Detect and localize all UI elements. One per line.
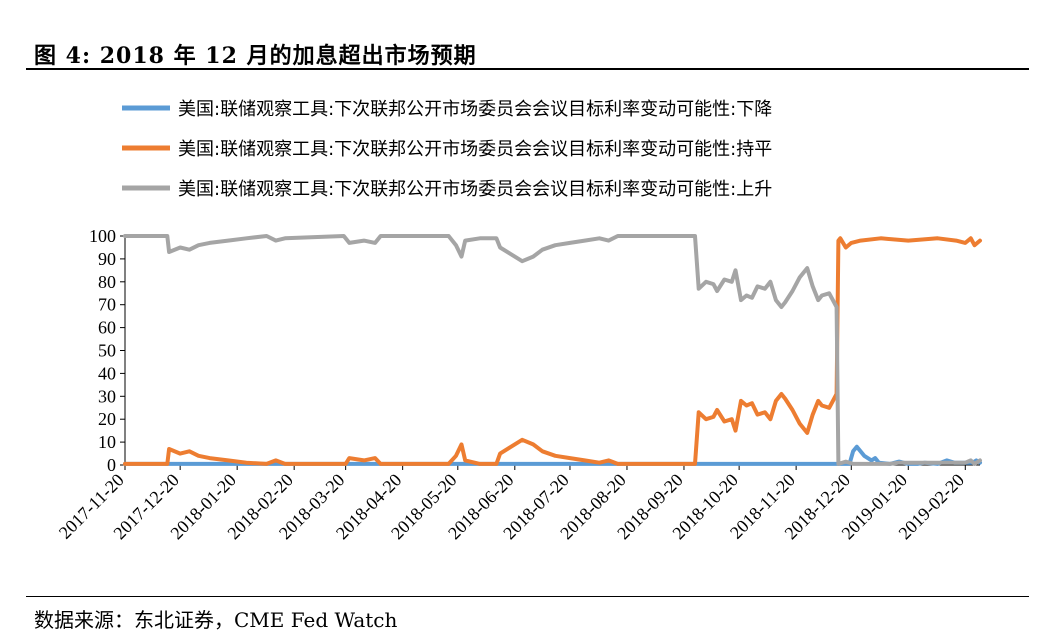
y-tick-label: 80 bbox=[98, 272, 116, 292]
y-tick-label: 90 bbox=[98, 249, 116, 269]
x-axis: 2017-11-202017-12-202018-01-202018-02-20… bbox=[55, 464, 980, 543]
y-tick-label: 0 bbox=[107, 455, 116, 475]
y-tick-label: 10 bbox=[98, 432, 116, 452]
y-tick-label: 30 bbox=[98, 386, 116, 406]
title-divider bbox=[26, 68, 1029, 70]
series-line bbox=[123, 236, 982, 466]
legend: 美国:联储观察工具:下次联邦公开市场委员会会议目标利率变动可能性:下降美国:联储… bbox=[122, 99, 772, 200]
source-divider bbox=[26, 596, 1029, 597]
figure-title: 图 4: 2018 年 12 月的加息超出市场预期 bbox=[34, 43, 477, 69]
legend-label: 美国:联储观察工具:下次联邦公开市场委员会会议目标利率变动可能性:上升 bbox=[178, 179, 772, 200]
legend-label: 美国:联储观察工具:下次联邦公开市场委员会会议目标利率变动可能性:持平 bbox=[178, 139, 772, 160]
y-tick-label: 50 bbox=[98, 341, 116, 361]
y-tick-label: 40 bbox=[98, 363, 116, 383]
series-group bbox=[123, 234, 982, 466]
legend-label: 美国:联储观察工具:下次联邦公开市场委员会会议目标利率变动可能性:下降 bbox=[178, 99, 772, 120]
line-chart: 美国:联储观察工具:下次联邦公开市场委员会会议目标利率变动可能性:下降美国:联储… bbox=[55, 99, 982, 543]
y-tick-label: 100 bbox=[89, 226, 116, 246]
source-note: 数据来源：东北证券，CME Fed Watch bbox=[34, 608, 398, 632]
y-tick-label: 60 bbox=[98, 318, 116, 338]
y-tick-label: 70 bbox=[98, 295, 116, 315]
series-line bbox=[123, 234, 982, 466]
y-tick-label: 20 bbox=[98, 409, 116, 429]
